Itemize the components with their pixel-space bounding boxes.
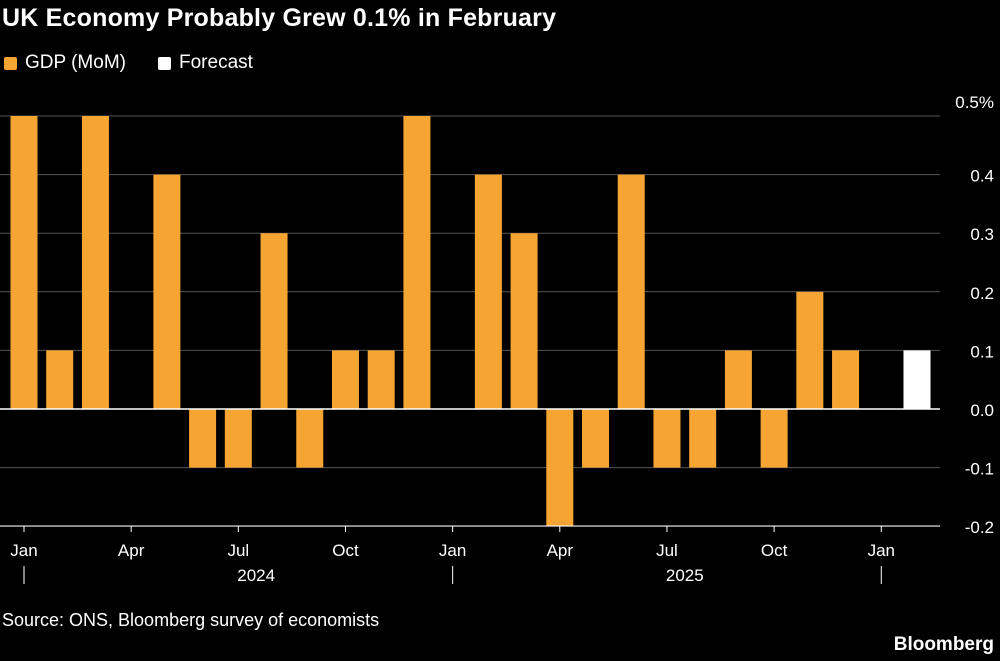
x-tick-label: Apr <box>547 541 574 560</box>
gdp-bar <box>724 350 752 409</box>
y-tick-label: 0.0 <box>970 401 994 420</box>
y-tick-label: 0.3 <box>970 225 994 244</box>
year-label: 2024 <box>237 566 275 585</box>
gdp-bar <box>403 116 431 409</box>
y-tick-label: 0.2 <box>970 284 994 303</box>
gdp-bar <box>617 174 645 409</box>
legend-label-gdp: GDP (MoM) <box>25 52 126 73</box>
forecast-bar <box>903 350 931 409</box>
gdp-bar <box>582 409 610 468</box>
y-tick-label: 0.4 <box>970 167 994 186</box>
y-tick-label: 0.1 <box>970 342 994 361</box>
legend-swatch-gdp <box>4 56 17 70</box>
gdp-bar <box>46 350 74 409</box>
gdp-bar <box>367 350 395 409</box>
x-tick-label: Jan <box>868 541 895 560</box>
legend-swatch-forecast <box>158 56 171 70</box>
legend-item-forecast: Forecast <box>158 52 253 74</box>
bloomberg-logo: Bloomberg <box>893 634 994 655</box>
gdp-bar <box>760 409 788 468</box>
gdp-bar <box>260 233 288 409</box>
gdp-bar <box>189 409 217 468</box>
legend-item-gdp: GDP (MoM) <box>4 52 126 74</box>
gdp-bar <box>796 291 824 409</box>
source-note: Source: ONS, Bloomberg survey of economi… <box>2 610 380 630</box>
year-label: 2025 <box>666 566 704 585</box>
chart-title: UK Economy Probably Grew 0.1% in Februar… <box>2 4 557 32</box>
x-tick-label: Jan <box>439 541 466 560</box>
x-tick-label: Oct <box>332 541 359 560</box>
y-tick-label: -0.1 <box>965 460 994 479</box>
gdp-bar <box>474 174 502 409</box>
gdp-bar <box>832 350 860 409</box>
x-tick-label: Oct <box>761 541 788 560</box>
gdp-bar <box>546 409 574 527</box>
x-tick-label: Jul <box>227 541 249 560</box>
y-tick-label: -0.2 <box>965 518 994 537</box>
gdp-bar <box>81 116 109 409</box>
x-tick-label: Jan <box>10 541 37 560</box>
gdp-bar <box>224 409 252 468</box>
gdp-bar <box>331 350 359 409</box>
gdp-bar <box>10 116 38 409</box>
x-tick-label: Apr <box>118 541 145 560</box>
gdp-bar <box>510 233 538 409</box>
gdp-bar <box>153 174 181 409</box>
gdp-bar <box>653 409 681 468</box>
x-tick-label: Jul <box>656 541 678 560</box>
legend-label-forecast: Forecast <box>179 52 253 73</box>
y-tick-label: 0.5% <box>955 93 994 112</box>
gdp-bar <box>689 409 717 468</box>
gdp-bar <box>296 409 324 468</box>
